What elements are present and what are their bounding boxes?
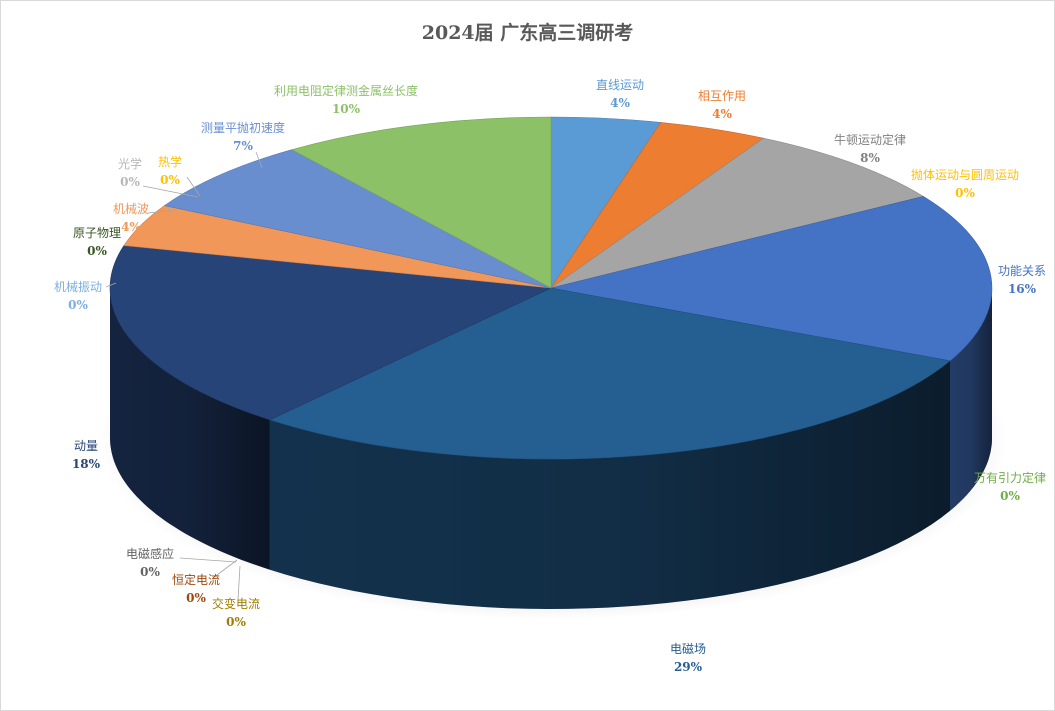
leader-line-测量平抛初速度 [255,151,263,169]
data-label-percent: 0% [226,615,246,629]
data-label-category: 抛体运动与圆周运动 [910,168,1019,182]
pie-slice-牛顿运动定律 [550,137,925,289]
pie-side-shading [950,288,992,511]
pie-side-shading [110,288,270,570]
data-label-percent: 0% [140,565,160,579]
data-label: 相互作用 4% [642,87,802,123]
data-label-percent: 16% [1007,282,1037,296]
data-label: 交变电流 0% [156,595,316,631]
data-label-category: 利用电阻定律测金属丝长度 [273,84,418,98]
data-label-category: 相互作用 [697,89,746,103]
data-label-category: 光学 [117,157,142,171]
data-label-category: 万有引力定律 [973,471,1046,485]
data-label-category: 电磁感应 [125,547,174,561]
data-label: 原子物理 0% [17,224,177,260]
leader-line-交变电流 [237,565,241,601]
data-label-category: 功能关系 [997,264,1046,278]
data-label: 功能关系 16% [942,262,1055,298]
data-label: 直线运动 4% [540,76,700,112]
data-label-category: 恒定电流 [171,573,220,587]
leader-line-抛体运动与圆周运动 [879,185,904,193]
data-label-percent: 0% [1000,489,1020,503]
data-label-percent: 29% [673,660,703,674]
data-label-category: 热学 [157,155,182,169]
data-label-percent: 0% [68,298,88,312]
data-label-percent: 7% [233,139,253,153]
data-label: 机械波 4% [51,200,211,236]
data-label-percent: 4% [121,220,141,234]
data-label-percent: 0% [87,244,107,258]
data-label: 利用电阻定律测金属丝长度 10% [266,82,426,118]
data-label-percent: 4% [610,96,630,110]
data-label: 牛顿运动定律 8% [790,131,950,167]
chart-title: 2024届 广东高三调研考 [421,22,634,44]
data-label: 电磁场 29% [608,640,768,676]
pie-slice-利用电阻定律测金属丝长度 [291,116,552,289]
leader-line-恒定电流 [212,559,238,579]
leader-line-光学 [142,185,199,198]
pie-slice-功能关系 [550,196,993,362]
data-label: 万有引力定律 0% [930,469,1055,505]
pie-slice-电磁场 [269,287,951,460]
data-label-category: 机械波 [112,202,149,216]
pie-slice-测量平抛初速度 [163,149,552,289]
data-label-category: 电磁场 [669,642,706,656]
data-label-percent: 0% [160,173,180,187]
data-label-category: 牛顿运动定律 [833,133,906,147]
data-label-percent: 10% [331,102,361,116]
data-label-percent: 4% [712,107,732,121]
data-label-category: 动量 [73,439,98,453]
leader-line-机械振动 [105,282,117,288]
pie-slice-动量 [109,245,553,421]
data-label-percent: 18% [71,457,101,471]
pie-side-shading [269,360,950,609]
data-label: 动量 18% [6,437,166,473]
data-label-percent: 0% [186,591,206,605]
data-label-category: 直线运动 [595,78,644,92]
data-label-percent: 0% [955,186,975,200]
data-label: 测量平抛初速度 7% [163,119,323,155]
leader-line-热学 [186,176,201,197]
data-label: 光学 0% [50,155,210,191]
data-label: 抛体运动与圆周运动 0% [885,166,1045,202]
leader-line-电磁感应 [179,557,237,563]
pie-tops [109,116,993,460]
data-label: 热学 0% [90,153,250,189]
data-label-category: 测量平抛初速度 [200,121,285,135]
pie-sides [110,288,992,609]
leader-line-机械波 [147,209,176,214]
data-label-category: 原子物理 [72,226,121,240]
data-label-percent: 0% [120,175,140,189]
data-label-category: 交变电流 [211,597,260,611]
data-label-percent: 8% [860,151,880,165]
data-label: 机械振动 0% [0,278,158,314]
data-label: 恒定电流 0% [116,571,276,607]
data-label-category: 机械振动 [53,280,102,294]
leader-lines [105,151,904,601]
data-label: 电磁感应 0% [70,545,230,581]
